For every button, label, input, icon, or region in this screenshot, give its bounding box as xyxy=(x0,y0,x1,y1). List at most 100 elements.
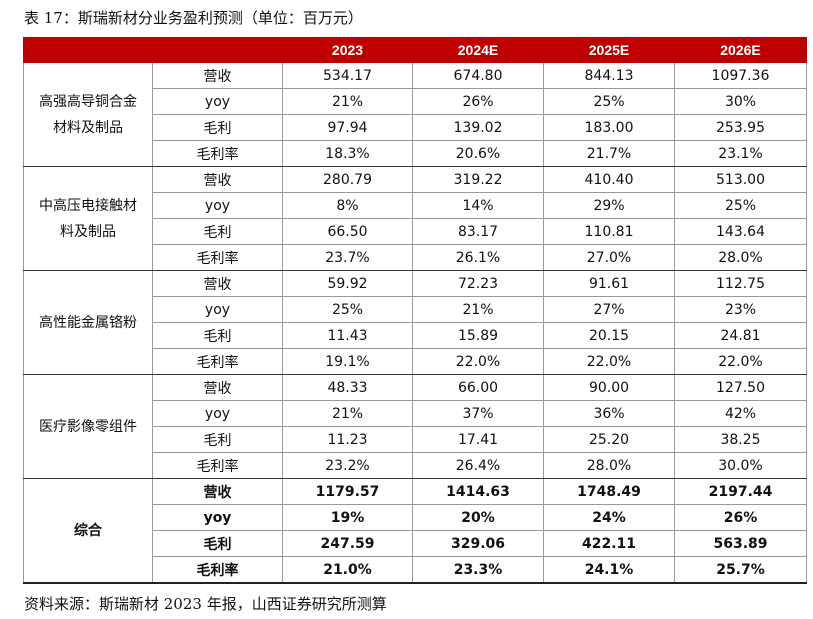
value-cell: 25.20 xyxy=(543,426,675,453)
table-row: yoy 21% 26% 25% 30% xyxy=(24,88,807,115)
value-cell: 14% xyxy=(412,192,544,219)
value-cell: 28.0% xyxy=(543,452,675,479)
segment-name-line2: 材料及制品 xyxy=(53,119,123,136)
value-cell: 24.1% xyxy=(543,556,675,584)
value-cell: 23.3% xyxy=(412,556,544,584)
value-cell: 21% xyxy=(282,88,413,115)
value-cell: 23.2% xyxy=(282,452,413,479)
value-cell: 38.25 xyxy=(674,426,807,453)
metric-label: 毛利 xyxy=(152,114,283,141)
value-cell: 143.64 xyxy=(674,218,807,245)
header-year: 2023 xyxy=(282,37,413,63)
value-cell: 11.23 xyxy=(282,426,413,453)
value-cell: 36% xyxy=(543,400,675,427)
table-row: 毛利 97.94 139.02 183.00 253.95 xyxy=(24,114,807,141)
metric-label: 毛利 xyxy=(152,322,283,349)
source-note: 资料来源：斯瑞新材 2023 年报，山西证券研究所测算 xyxy=(24,595,387,613)
segment-name: 医疗影像零组件 xyxy=(23,374,153,479)
segment-name-line1: 高性能金属铬粉 xyxy=(39,314,137,331)
value-cell: 253.95 xyxy=(674,114,807,141)
value-cell: 26% xyxy=(412,88,544,115)
metric-label: 毛利率 xyxy=(152,140,283,167)
metric-label: 毛利 xyxy=(152,218,283,245)
value-cell: 110.81 xyxy=(543,218,675,245)
value-cell: 27.0% xyxy=(543,244,675,271)
value-cell: 20.15 xyxy=(543,322,675,349)
table-caption: 表 17：斯瑞新材分业务盈利预测（单位：百万元） xyxy=(24,9,363,27)
value-cell: 422.11 xyxy=(543,530,675,557)
value-cell: 21% xyxy=(412,296,544,323)
value-cell: 29% xyxy=(543,192,675,219)
metric-label: yoy xyxy=(152,504,283,531)
value-cell: 15.89 xyxy=(412,322,544,349)
value-cell: 97.94 xyxy=(282,114,413,141)
value-cell: 1414.63 xyxy=(412,478,544,505)
value-cell: 25% xyxy=(282,296,413,323)
value-cell: 20% xyxy=(412,504,544,531)
table-row: 医疗影像零组件 营收 48.33 66.00 90.00 127.50 xyxy=(23,374,807,479)
value-cell: 26% xyxy=(674,504,807,531)
value-cell: 513.00 xyxy=(674,166,807,193)
table-row: 毛利率 18.3% 20.6% 21.7% 23.1% xyxy=(24,140,807,167)
table-row: 毛利 66.50 83.17 110.81 143.64 xyxy=(24,218,807,245)
value-cell: 1179.57 xyxy=(282,478,413,505)
value-cell: 1748.49 xyxy=(543,478,675,505)
value-cell: 19% xyxy=(282,504,413,531)
value-cell: 25% xyxy=(543,88,675,115)
table-row: 毛利率 21.0% 23.3% 24.1% 25.7% xyxy=(24,556,807,584)
metric-label: 营收 xyxy=(152,478,283,505)
table-row: 毛利率 19.1% 22.0% 22.0% 22.0% xyxy=(24,348,807,375)
table-row: yoy 25% 21% 27% 23% xyxy=(24,296,807,323)
metric-label: 毛利率 xyxy=(152,452,283,479)
value-cell: 17.41 xyxy=(412,426,544,453)
table-row: yoy 8% 14% 29% 25% xyxy=(24,192,807,219)
value-cell: 26.1% xyxy=(412,244,544,271)
value-cell: 8% xyxy=(282,192,413,219)
segment-name-line2: 料及制品 xyxy=(60,223,116,240)
segment-name: 中高压电接触材 料及制品 xyxy=(23,166,153,271)
metric-label: 毛利 xyxy=(152,426,283,453)
value-cell: 1097.36 xyxy=(674,63,807,89)
value-cell: 90.00 xyxy=(543,374,675,401)
value-cell: 22.0% xyxy=(543,348,675,375)
value-cell: 20.6% xyxy=(412,140,544,167)
value-cell: 844.13 xyxy=(543,63,675,89)
metric-label: yoy xyxy=(152,88,283,115)
value-cell: 563.89 xyxy=(674,530,807,557)
segment-name: 综合 xyxy=(23,478,153,584)
metric-label: 营收 xyxy=(152,374,283,401)
value-cell: 319.22 xyxy=(412,166,544,193)
value-cell: 112.75 xyxy=(674,270,807,297)
value-cell: 24% xyxy=(543,504,675,531)
metric-label: 营收 xyxy=(152,270,283,297)
segment-name-line1: 综合 xyxy=(74,522,102,539)
segment-name-line1: 高强高导铜合金 xyxy=(39,93,137,110)
table-row: 毛利率 23.7% 26.1% 27.0% 28.0% xyxy=(24,244,807,271)
header-year: 2024E xyxy=(412,37,544,63)
metric-label: yoy xyxy=(152,192,283,219)
value-cell: 534.17 xyxy=(282,63,413,89)
metric-label: 毛利 xyxy=(152,530,283,557)
metric-label: 营收 xyxy=(152,166,283,193)
value-cell: 674.80 xyxy=(412,63,544,89)
metric-label: 毛利率 xyxy=(152,556,283,584)
value-cell: 24.81 xyxy=(674,322,807,349)
header-blank-segment xyxy=(23,37,153,63)
table-row: yoy 19% 20% 24% 26% xyxy=(24,504,807,531)
header-blank-metric xyxy=(152,37,283,63)
value-cell: 11.43 xyxy=(282,322,413,349)
header-row: 2023 2024E 2025E 2026E xyxy=(23,37,807,63)
table-row: 毛利 11.23 17.41 25.20 38.25 xyxy=(24,426,807,453)
value-cell: 280.79 xyxy=(282,166,413,193)
value-cell: 26.4% xyxy=(412,452,544,479)
value-cell: 22.0% xyxy=(674,348,807,375)
value-cell: 21.0% xyxy=(282,556,413,584)
value-cell: 66.00 xyxy=(412,374,544,401)
metric-label: 毛利率 xyxy=(152,244,283,271)
value-cell: 72.23 xyxy=(412,270,544,297)
value-cell: 25.7% xyxy=(674,556,807,584)
value-cell: 410.40 xyxy=(543,166,675,193)
metric-label: yoy xyxy=(152,296,283,323)
table-row: 毛利 247.59 329.06 422.11 563.89 xyxy=(24,530,807,557)
segment-name: 高强高导铜合金 材料及制品 xyxy=(23,63,153,167)
